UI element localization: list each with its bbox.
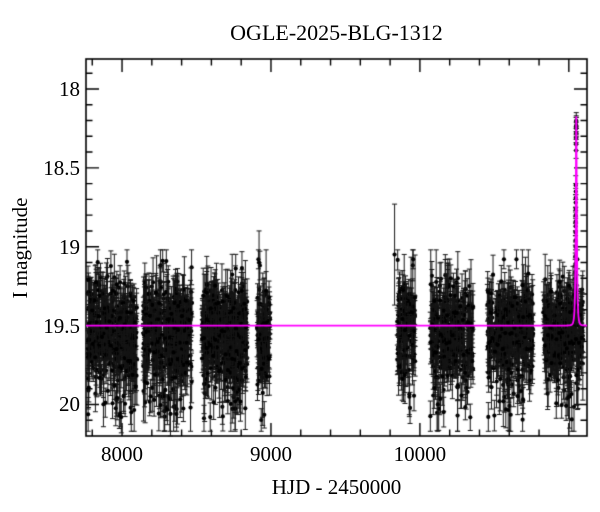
x-tick-label: 10000: [393, 442, 447, 466]
y-tick-label: 18.5: [43, 155, 80, 180]
y-tick-label: 18: [59, 76, 80, 101]
y-tick-label: 20: [59, 392, 80, 417]
x-tick-label: 9000: [249, 442, 292, 466]
y-tick-label: 19.5: [43, 313, 80, 338]
y-tick-label: 19: [59, 234, 80, 259]
x-tick-label: 8000: [101, 442, 144, 466]
x-axis-label: HJD - 2450000: [271, 475, 402, 499]
plot-title: OGLE-2025-BLG-1312: [230, 20, 443, 45]
